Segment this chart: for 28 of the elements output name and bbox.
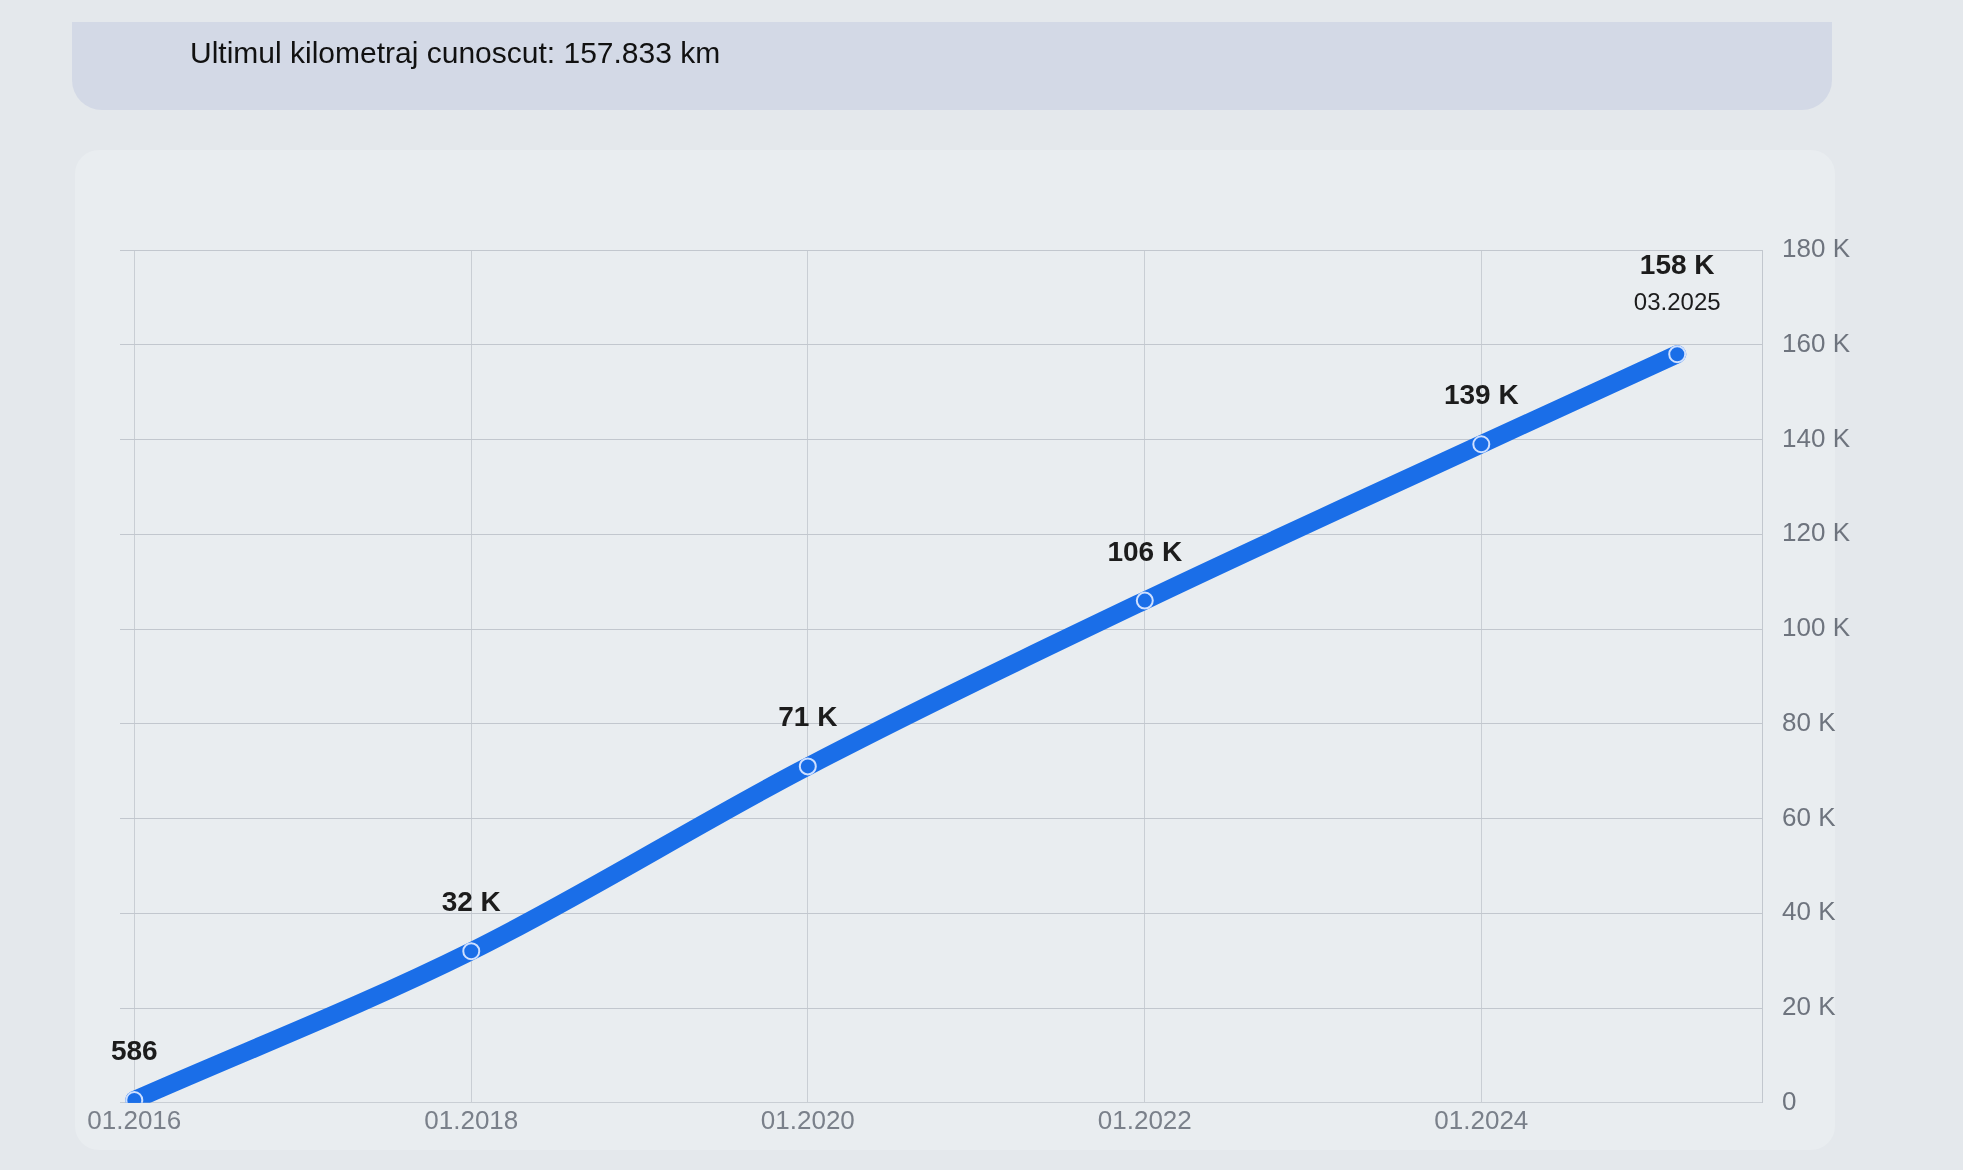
x-tick-label: 01.2016 bbox=[87, 1104, 182, 1135]
y-tick-label: 60 K bbox=[1782, 801, 1837, 832]
y-tick-label: 40 K bbox=[1782, 896, 1837, 927]
x-tick-label: 01.2018 bbox=[424, 1104, 519, 1135]
data-label: 139 K bbox=[1443, 379, 1519, 411]
point bbox=[1135, 591, 1154, 610]
x-tick-label: 01.2024 bbox=[1434, 1104, 1529, 1135]
y-tick-label: 120 K bbox=[1782, 517, 1851, 548]
point bbox=[798, 757, 817, 776]
y-tick-label: 80 K bbox=[1782, 706, 1837, 737]
y-tick-label: 160 K bbox=[1782, 327, 1851, 358]
x-tick-label: 01.2020 bbox=[760, 1104, 855, 1135]
data-label: 106 K bbox=[1107, 535, 1183, 567]
data-label: 586 bbox=[110, 1035, 158, 1067]
point bbox=[1472, 435, 1491, 454]
annotation: 03.2025 bbox=[1633, 288, 1721, 316]
y-tick-label: 100 K bbox=[1782, 612, 1851, 643]
data-label: 71 K bbox=[778, 701, 838, 733]
y-tick-label: 140 K bbox=[1782, 422, 1851, 453]
data-label: 32 K bbox=[441, 886, 501, 918]
chart-title: Ultimul kilometraj cunoscut: 157.833 km bbox=[72, 22, 1832, 110]
x-tick-label: 01.2022 bbox=[1097, 1104, 1192, 1135]
point bbox=[1668, 345, 1687, 364]
y-tick-label: 0 bbox=[1782, 1085, 1797, 1116]
y-tick-label: 20 K bbox=[1782, 991, 1837, 1022]
point bbox=[462, 942, 481, 961]
data-label: 158 K bbox=[1639, 249, 1715, 281]
y-tick-label: 180 K bbox=[1782, 233, 1851, 264]
